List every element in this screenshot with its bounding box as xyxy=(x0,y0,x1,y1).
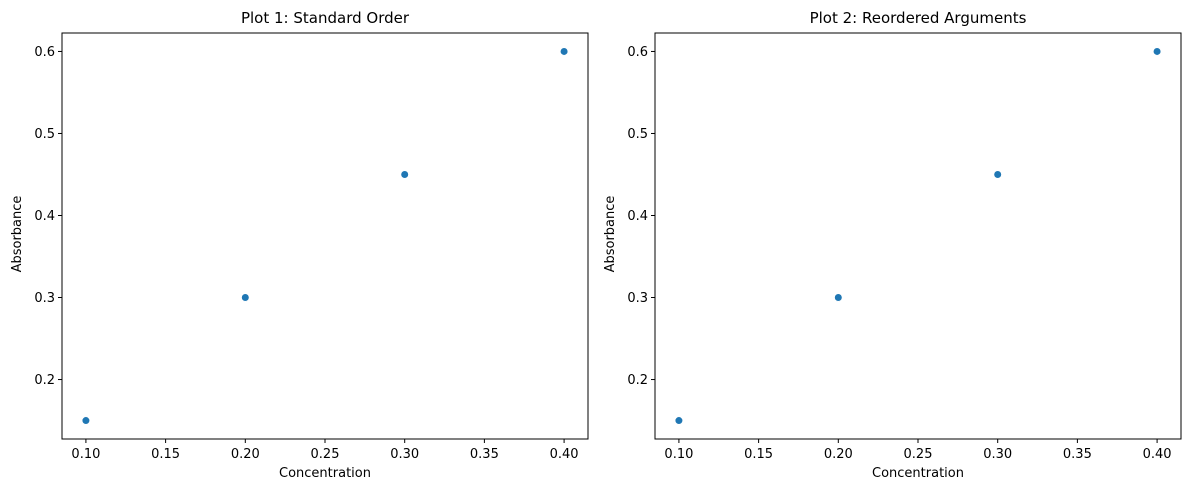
y-tick-label: 0.6 xyxy=(627,45,648,60)
x-tick-label: 0.25 xyxy=(311,447,340,462)
y-tick-label: 0.4 xyxy=(627,209,648,224)
plot-title-2: Plot 2: Reordered Arguments xyxy=(810,9,1027,27)
data-point xyxy=(400,170,409,179)
data-point xyxy=(993,170,1002,179)
y-tick-label: 0.2 xyxy=(34,373,55,388)
y-axis-label-1: Absorbance xyxy=(10,196,25,273)
x-tick-label: 0.30 xyxy=(983,447,1012,462)
data-point xyxy=(241,293,250,302)
x-tick-label: 0.40 xyxy=(1143,447,1172,462)
subplot-2: Plot 2: Reordered Arguments Concentratio… xyxy=(603,9,1182,481)
subplot-1: Plot 1: Standard Order Concentration Abs… xyxy=(10,9,589,481)
plot-title-1: Plot 1: Standard Order xyxy=(241,9,410,27)
x-axis-label-1: Concentration xyxy=(279,466,371,481)
x-tick-label: 0.10 xyxy=(664,447,693,462)
y-tick-label: 0.5 xyxy=(627,127,648,142)
x-tick-label: 0.35 xyxy=(1063,447,1092,462)
x-tick-label: 0.15 xyxy=(744,447,773,462)
x-axis-label-2: Concentration xyxy=(872,466,964,481)
plot-frame xyxy=(61,32,589,440)
plot-frame xyxy=(654,32,1182,440)
y-tick-label: 0.5 xyxy=(34,127,55,142)
y-tick-label: 0.3 xyxy=(34,291,55,306)
data-point xyxy=(559,47,569,56)
x-tick-label: 0.25 xyxy=(904,447,933,462)
data-point xyxy=(834,293,843,302)
x-tick-label: 0.15 xyxy=(151,447,180,462)
y-tick-label: 0.3 xyxy=(627,291,648,306)
x-tick-label: 0.20 xyxy=(824,447,853,462)
data-point xyxy=(81,416,91,425)
x-tick-label: 0.20 xyxy=(231,447,260,462)
x-tick-label: 0.35 xyxy=(470,447,499,462)
y-tick-label: 0.4 xyxy=(34,209,55,224)
data-point xyxy=(674,416,684,425)
x-tick-label: 0.30 xyxy=(390,447,419,462)
x-tick-label: 0.10 xyxy=(71,447,100,462)
x-tick-label: 0.40 xyxy=(550,447,579,462)
y-axis-label-2: Absorbance xyxy=(603,196,618,273)
y-tick-label: 0.6 xyxy=(34,45,55,60)
data-point xyxy=(1152,47,1162,56)
y-tick-label: 0.2 xyxy=(627,373,648,388)
